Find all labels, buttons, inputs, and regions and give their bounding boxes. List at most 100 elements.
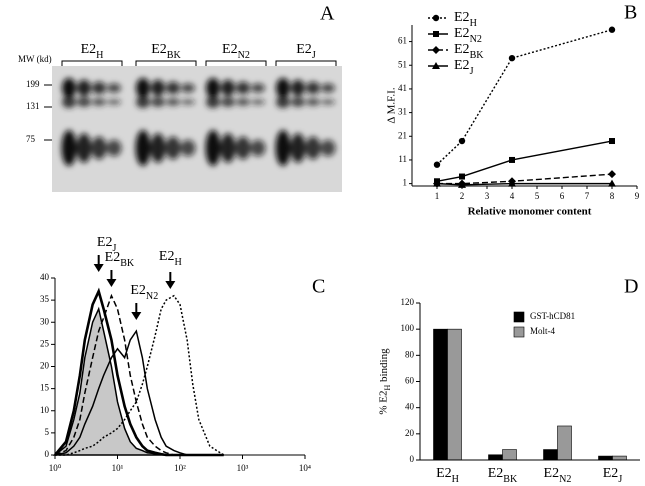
histogram [52,306,224,456]
bar [447,328,462,461]
y-tick-label: 35 [40,294,50,304]
y-tick-label: 20 [40,361,50,371]
y-tick-label: 0 [410,454,415,464]
gel-band [76,133,92,163]
gel-band [220,133,236,163]
gel-band [306,98,320,106]
gel-band [306,81,320,95]
gel-band [77,97,91,107]
legend-label: Molt-4 [530,326,556,336]
bar [433,328,448,461]
panel-label: B [624,2,637,24]
lane-bracket [61,60,123,66]
y-axis-label: Δ M.F.I. [386,87,398,123]
y-axis-label: % E2H binding [378,348,393,415]
gel-band [181,99,195,105]
marker [432,46,440,54]
bar [557,425,572,461]
marker [458,137,466,145]
y-tick-label: 100 [401,323,415,333]
gel-band [62,78,76,98]
y-tick-label: 5 [45,427,50,437]
marker [432,14,440,22]
gel-band [276,78,290,98]
trend-line [436,140,613,182]
histogram [55,294,225,456]
lane-bracket [205,60,267,66]
x-tick-label: 8 [610,191,615,201]
mw-marker: 131 [26,101,40,111]
marker [433,31,439,37]
gel-band [180,139,196,157]
annotation: E2J [97,235,117,254]
marker [433,161,441,168]
y-tick-label: 41 [398,83,407,93]
y-tick-label: 51 [398,59,407,69]
gel-band [77,79,91,97]
y-tick-label: 15 [40,383,50,393]
gel-band [151,97,165,107]
gel-band [291,79,305,97]
y-tick-label: 40 [405,402,415,412]
trend-line [436,182,612,186]
gel-band [107,99,121,105]
y-tick-label: 20 [405,428,415,438]
mw-marker: 199 [26,79,40,89]
gel-band [166,81,180,95]
y-tick-label: 21 [398,130,407,140]
marker [459,173,465,180]
gel-band [305,136,321,160]
bar [543,449,558,461]
gel-band [62,96,76,108]
gel-band [91,136,107,160]
x-tick-label: 1 [435,191,440,201]
x-tick-label: 7 [585,191,590,201]
marker [458,180,466,188]
bar [598,455,613,461]
x-tick-label: 10⁴ [299,463,311,473]
gel-band [136,96,150,108]
annotation: E2N2 [130,283,158,302]
gel-band [135,130,151,166]
marker [608,179,616,187]
mw-title: MW (kd) [18,54,52,64]
gel-band [235,136,251,160]
legend-label: GST-hCD81 [530,311,575,321]
gel-band [236,98,250,106]
x-tick-label: 2 [460,191,465,201]
x-tick-label: E2J [603,466,623,485]
x-tick-label: E2BK [488,466,518,485]
trend-line [436,29,613,166]
arrow-head [106,279,117,287]
lane-group-label: E2J [296,42,316,61]
histogram [54,293,224,456]
gel-band [321,99,335,105]
legend-swatch [513,311,525,323]
x-tick-label: 3 [485,191,490,201]
marker [508,179,516,187]
gel-band [291,97,305,107]
gel-band [181,83,195,93]
lane-bracket [275,60,337,66]
annotation: E2H [159,249,182,268]
gel-band [276,96,290,108]
marker [432,62,440,69]
x-tick-label: E2H [436,466,459,485]
gel-band [92,98,106,106]
mw-ticks [44,84,52,141]
gel-band [92,81,106,95]
gel-band [151,79,165,97]
lane-group-label: E2N2 [222,42,250,61]
panel-label: D [624,276,638,298]
y-tick-label: 40 [40,272,50,282]
mw-marker: 75 [26,134,36,144]
gel-band [61,130,77,166]
arrow-head [165,281,176,289]
panel-label: C [312,276,325,298]
legend-label: E2J [454,58,474,77]
arrow-head [131,312,142,320]
gel-band [321,83,335,93]
y-tick-label: 80 [405,349,415,359]
